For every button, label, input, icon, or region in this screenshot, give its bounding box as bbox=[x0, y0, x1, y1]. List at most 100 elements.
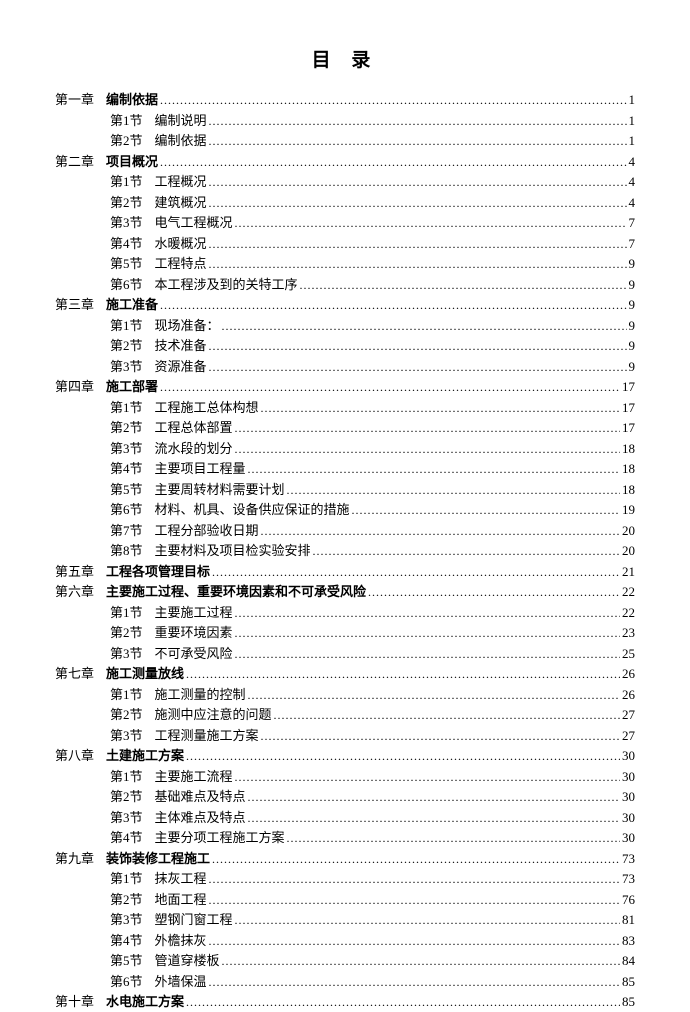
chapter-label: 第五章 bbox=[55, 562, 94, 582]
section-label: 第3节 bbox=[110, 357, 143, 377]
section-page: 9 bbox=[629, 316, 636, 336]
section-title: 管道穿楼板 bbox=[155, 951, 220, 971]
toc-section: 第4节主要分项工程施工方案30 bbox=[55, 828, 635, 848]
section-page: 85 bbox=[622, 972, 635, 992]
section-label: 第3节 bbox=[110, 213, 143, 233]
section-title: 重要环境因素 bbox=[155, 623, 233, 643]
leader-dots bbox=[235, 645, 620, 663]
toc-chapter: 第二章项目概况 4 bbox=[55, 152, 635, 172]
chapter-title: 土建施工方案 bbox=[106, 746, 184, 766]
leader-dots bbox=[209, 173, 627, 191]
leader-dots bbox=[209, 194, 627, 212]
section-title: 建筑概况 bbox=[155, 193, 207, 213]
section-label: 第6节 bbox=[110, 275, 143, 295]
section-label: 第2节 bbox=[110, 890, 143, 910]
chapter-page: 73 bbox=[622, 849, 635, 869]
section-label: 第4节 bbox=[110, 459, 143, 479]
toc-chapter: 第五章工程各项管理目标21 bbox=[55, 562, 635, 582]
section-page: 30 bbox=[622, 828, 635, 848]
section-title: 施测中应注意的问题 bbox=[155, 705, 272, 725]
section-label: 第1节 bbox=[110, 685, 143, 705]
leader-dots bbox=[222, 952, 620, 970]
toc-section: 第2节地面工程76 bbox=[55, 890, 635, 910]
toc-section: 第1节抹灰工程73 bbox=[55, 869, 635, 889]
toc-section: 第5节主要周转材料需要计划18 bbox=[55, 480, 635, 500]
toc-section: 第4节外檐抹灰83 bbox=[55, 931, 635, 951]
chapter-label: 第三章 bbox=[55, 295, 94, 315]
section-page: 7 bbox=[629, 213, 636, 233]
chapter-page: 17 bbox=[622, 377, 635, 397]
section-title: 本工程涉及到的关特工序 bbox=[155, 275, 298, 295]
leader-dots bbox=[368, 583, 620, 601]
toc-section: 第7节工程分部验收日期20 bbox=[55, 521, 635, 541]
section-label: 第1节 bbox=[110, 603, 143, 623]
toc-section: 第1节施工测量的控制26 bbox=[55, 685, 635, 705]
leader-dots bbox=[352, 501, 620, 519]
toc-section: 第5节管道穿楼板84 bbox=[55, 951, 635, 971]
leader-dots bbox=[186, 993, 620, 1011]
section-page: 4 bbox=[629, 193, 636, 213]
section-page: 26 bbox=[622, 685, 635, 705]
section-label: 第4节 bbox=[110, 828, 143, 848]
leader-dots bbox=[209, 973, 620, 991]
toc-section: 第1节工程施工总体构想17 bbox=[55, 398, 635, 418]
section-label: 第3节 bbox=[110, 726, 143, 746]
section-title: 外檐抹灰 bbox=[155, 931, 207, 951]
toc-section: 第1节现场准备：9 bbox=[55, 316, 635, 336]
section-label: 第1节 bbox=[110, 869, 143, 889]
section-page: 17 bbox=[622, 418, 635, 438]
section-title: 技术准备 bbox=[155, 336, 207, 356]
leader-dots bbox=[209, 870, 620, 888]
section-title: 工程总体部置 bbox=[155, 418, 233, 438]
chapter-page: 22 bbox=[622, 582, 635, 602]
section-label: 第3节 bbox=[110, 910, 143, 930]
leader-dots bbox=[212, 850, 620, 868]
section-page: 23 bbox=[622, 623, 635, 643]
toc-section: 第6节本工程涉及到的关特工序9 bbox=[55, 275, 635, 295]
section-page: 9 bbox=[629, 336, 636, 356]
chapter-title: 项目概况 bbox=[106, 152, 158, 172]
toc-section: 第6节材料、机具、设备供应保证的措施19 bbox=[55, 500, 635, 520]
section-title: 工程特点 bbox=[155, 254, 207, 274]
chapter-title: 编制依据 bbox=[106, 90, 158, 110]
toc-section: 第1节主要施工流程30 bbox=[55, 767, 635, 787]
section-label: 第2节 bbox=[110, 418, 143, 438]
chapter-label: 第六章 bbox=[55, 582, 94, 602]
leader-dots bbox=[209, 235, 627, 253]
chapter-title: 装饰装修工程施工 bbox=[106, 849, 210, 869]
toc-section: 第3节主体难点及特点30 bbox=[55, 808, 635, 828]
section-page: 73 bbox=[622, 869, 635, 889]
chapter-label: 第九章 bbox=[55, 849, 94, 869]
section-page: 22 bbox=[622, 603, 635, 623]
section-label: 第5节 bbox=[110, 480, 143, 500]
section-label: 第5节 bbox=[110, 951, 143, 971]
leader-dots bbox=[274, 706, 620, 724]
section-page: 1 bbox=[629, 111, 636, 131]
leader-dots bbox=[186, 665, 620, 683]
section-label: 第1节 bbox=[110, 172, 143, 192]
section-title: 材料、机具、设备供应保证的措施 bbox=[155, 500, 350, 520]
section-title: 资源准备 bbox=[155, 357, 207, 377]
leader-dots bbox=[287, 829, 620, 847]
toc-section: 第3节流水段的划分18 bbox=[55, 439, 635, 459]
section-page: 20 bbox=[622, 541, 635, 561]
section-label: 第3节 bbox=[110, 808, 143, 828]
section-title: 主体难点及特点 bbox=[155, 808, 246, 828]
toc-section: 第3节不可承受风险25 bbox=[55, 644, 635, 664]
section-page: 7 bbox=[629, 234, 636, 254]
section-title: 水暖概况 bbox=[155, 234, 207, 254]
leader-dots bbox=[261, 399, 620, 417]
section-page: 4 bbox=[629, 172, 636, 192]
section-label: 第2节 bbox=[110, 705, 143, 725]
leader-dots bbox=[212, 563, 620, 581]
section-title: 主要施工过程 bbox=[155, 603, 233, 623]
toc-chapter: 第九章装饰装修工程施工 73 bbox=[55, 849, 635, 869]
section-title: 主要材料及项目检实验安排 bbox=[155, 541, 311, 561]
chapter-label: 第二章 bbox=[55, 152, 94, 172]
section-label: 第4节 bbox=[110, 931, 143, 951]
toc-chapter: 第四章施工部署17 bbox=[55, 377, 635, 397]
leader-dots bbox=[313, 542, 620, 560]
chapter-title: 施工准备 bbox=[106, 295, 158, 315]
leader-dots bbox=[300, 276, 627, 294]
chapter-page: 4 bbox=[629, 152, 636, 172]
